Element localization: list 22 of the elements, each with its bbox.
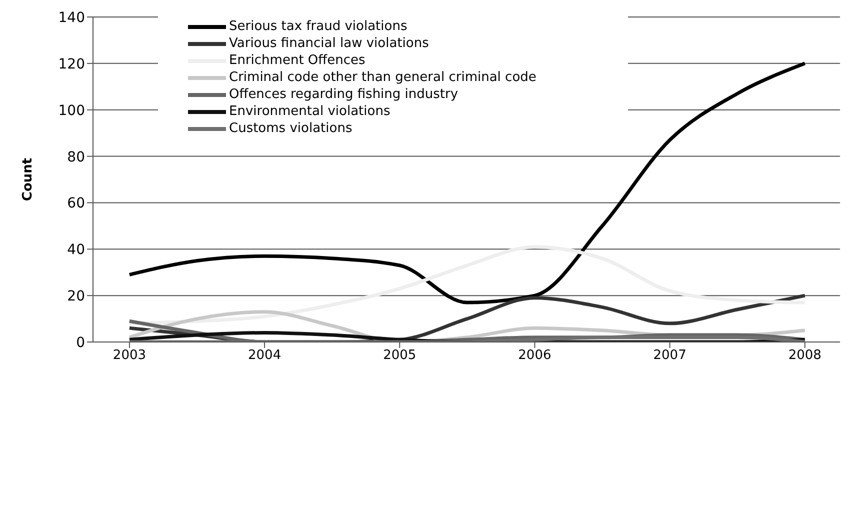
legend-label: Serious tax fraud violations xyxy=(229,19,408,34)
legend-label: Criminal code other than general criminal code xyxy=(229,70,536,85)
x-tick-label: 2007 xyxy=(653,348,686,364)
y-tick-label: 80 xyxy=(67,149,85,166)
x-tick-label: 2008 xyxy=(788,348,822,364)
legend-label: Customs violations xyxy=(229,121,352,136)
y-tick-label: 120 xyxy=(58,56,85,72)
legend-label: Offences regarding fishing industry xyxy=(229,87,458,102)
y-tick-label: 60 xyxy=(67,196,85,212)
legend-label: Enrichment Offences xyxy=(229,53,366,68)
x-tick-label: 2004 xyxy=(248,348,282,364)
y-tick-label: 100 xyxy=(58,102,85,119)
y-tick-label: 40 xyxy=(67,242,85,258)
x-tick-label: 2006 xyxy=(518,348,552,364)
x-tick-label: 2005 xyxy=(383,348,416,364)
legend-label: Environmental violations xyxy=(229,104,390,119)
y-tick-label: 20 xyxy=(67,288,85,305)
y-tick-label: 0 xyxy=(76,334,85,351)
y-tick-label: 140 xyxy=(58,10,85,26)
legend-label: Various financial law violations xyxy=(229,36,429,51)
y-axis-title: Count xyxy=(20,158,36,202)
x-tick-label: 2003 xyxy=(112,348,146,364)
